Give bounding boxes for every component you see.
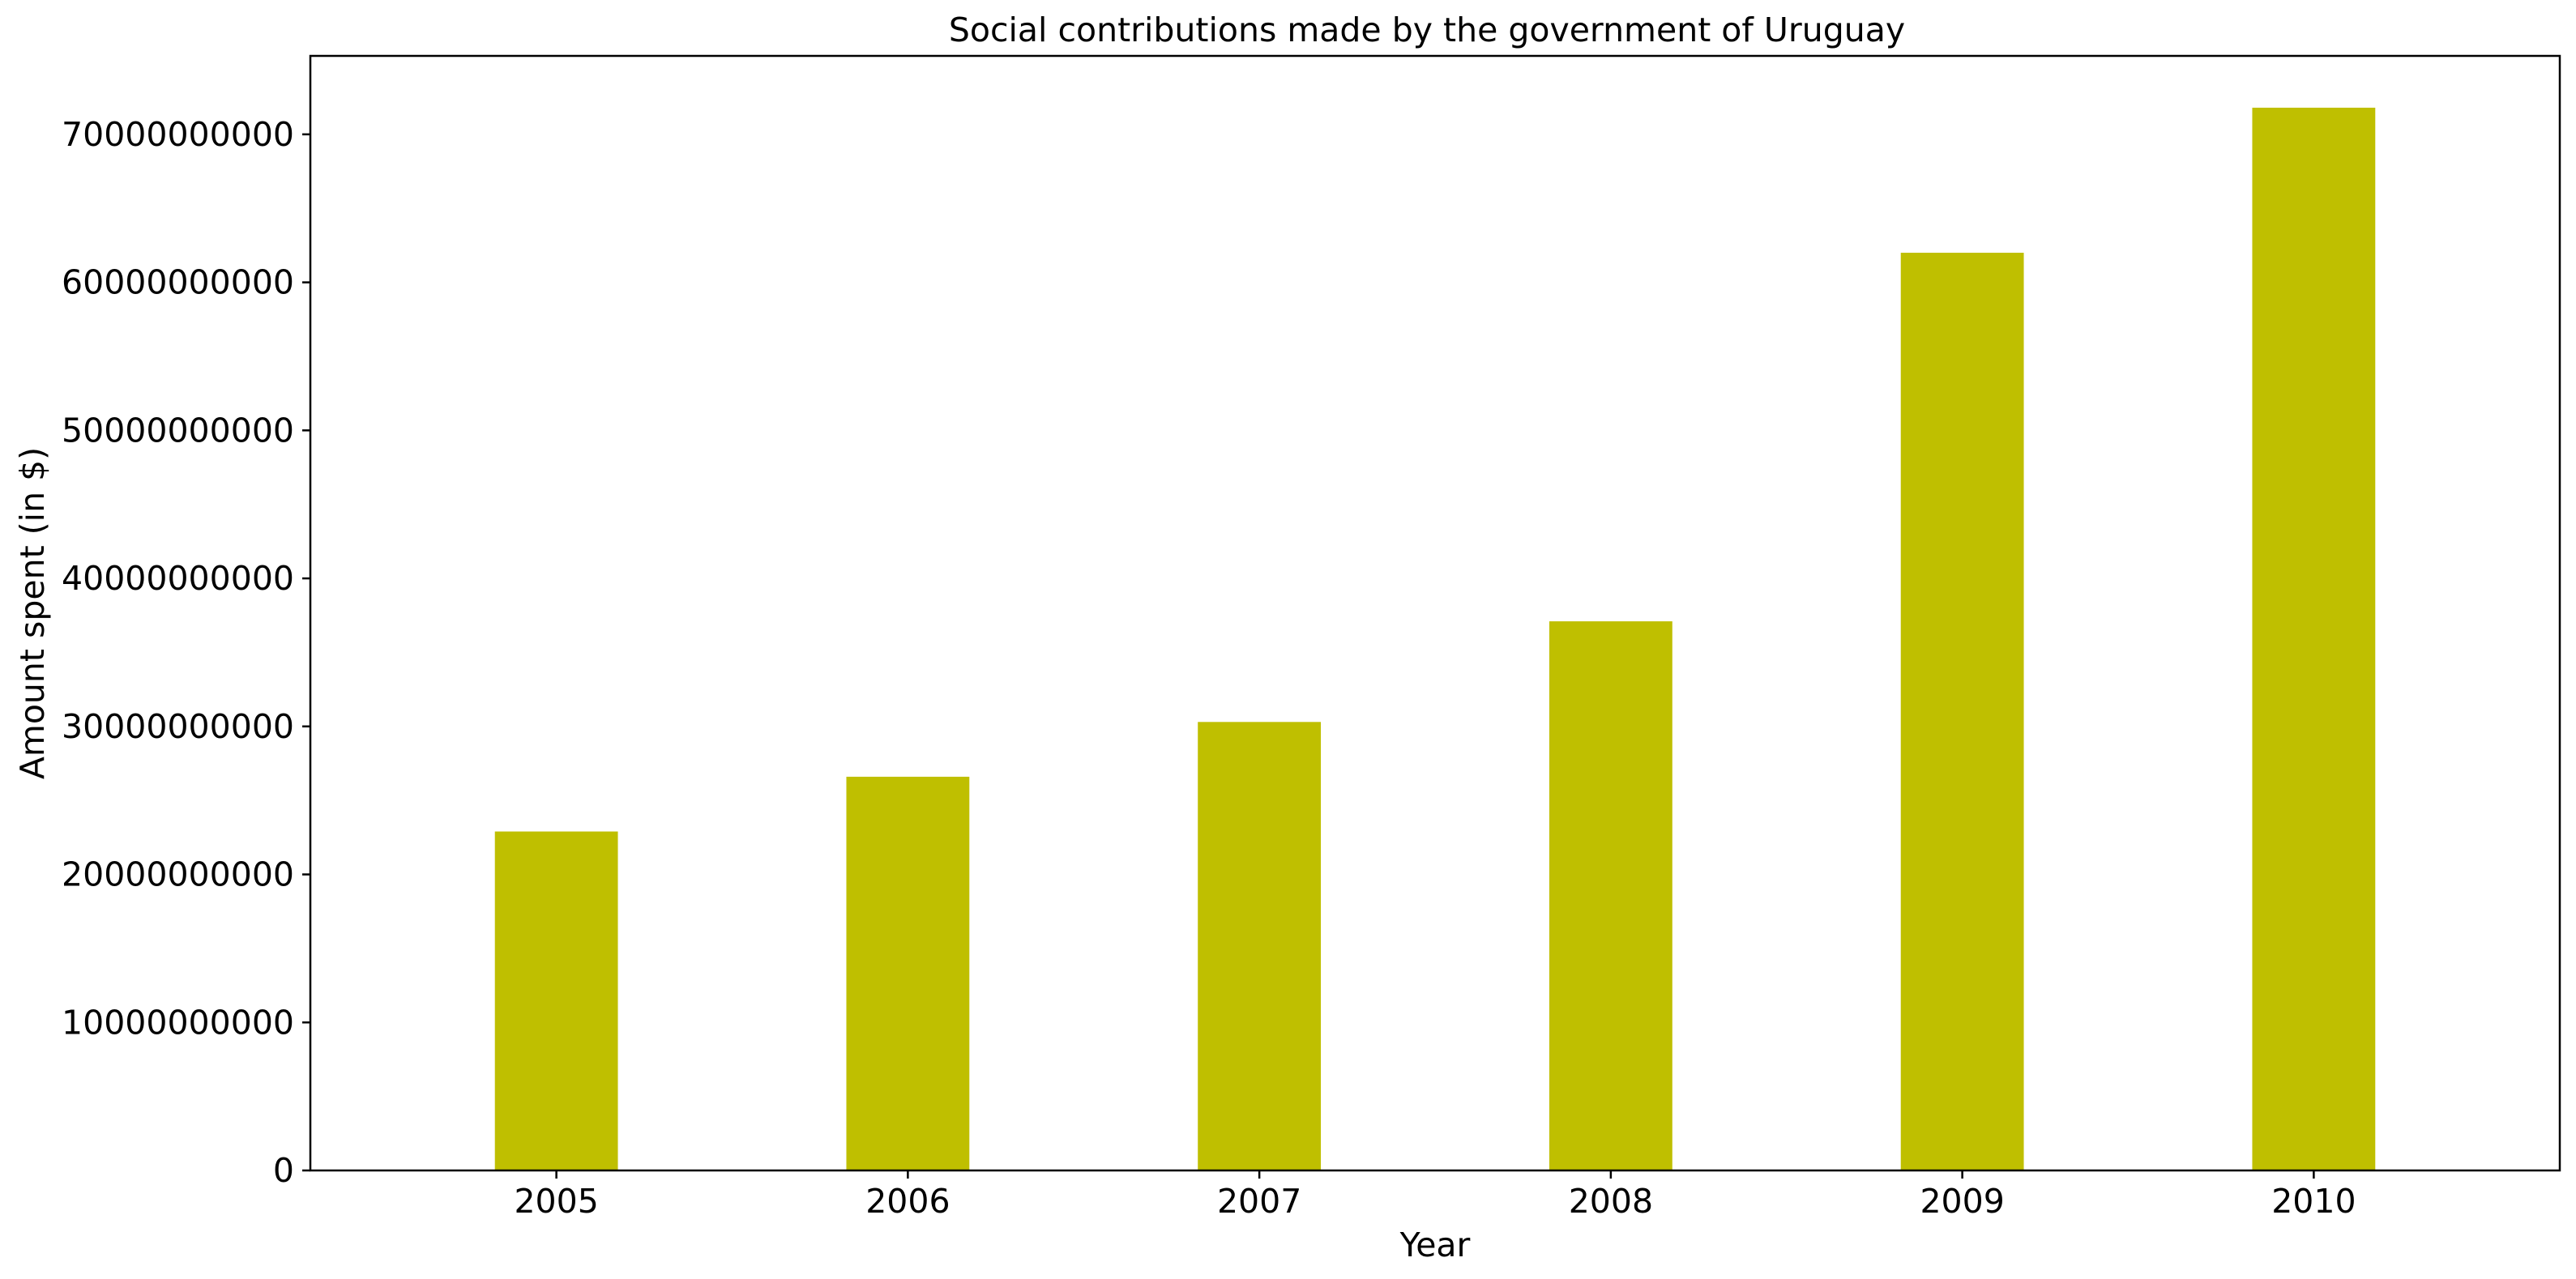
bar-2007 bbox=[1198, 722, 1322, 1170]
x-tick-label-2006: 2006 bbox=[865, 1182, 950, 1221]
x-tick-label-2005: 2005 bbox=[514, 1182, 598, 1221]
bar-2006 bbox=[846, 776, 970, 1170]
bar-2008 bbox=[1549, 621, 1672, 1170]
bar-2010 bbox=[2252, 107, 2376, 1170]
y-tick-label: 40000000000 bbox=[62, 559, 294, 598]
y-tick-label: 0 bbox=[273, 1151, 294, 1190]
bars-layer bbox=[494, 107, 2376, 1170]
y-tick-label: 10000000000 bbox=[62, 1003, 294, 1042]
x-tick-label-2008: 2008 bbox=[1569, 1182, 1653, 1221]
x-tick-label-2009: 2009 bbox=[1920, 1182, 2004, 1221]
chart-title: Social contributions made by the governm… bbox=[949, 11, 1905, 49]
y-tick-label: 30000000000 bbox=[62, 707, 294, 746]
y-axis-ticks: 0 10000000000 20000000000 30000000000 400000… bbox=[62, 115, 310, 1190]
y-axis-label: Amount spent (in $) bbox=[13, 447, 52, 779]
bar-2005 bbox=[494, 831, 618, 1170]
y-tick-label: 70000000000 bbox=[62, 115, 294, 154]
plot-area-frame bbox=[309, 54, 2561, 1172]
y-tick-label: 60000000000 bbox=[62, 263, 294, 302]
x-tick-label-2010: 2010 bbox=[2271, 1182, 2356, 1221]
x-tick-label-2007: 2007 bbox=[1217, 1182, 1301, 1221]
x-axis-ticks: 2005 2006 2007 2008 2009 2010 bbox=[514, 1170, 2356, 1221]
y-tick-label: 20000000000 bbox=[62, 855, 294, 894]
y-tick-label: 50000000000 bbox=[62, 411, 294, 450]
x-axis-label: Year bbox=[1399, 1226, 1471, 1264]
bar-2009 bbox=[1900, 253, 2024, 1170]
